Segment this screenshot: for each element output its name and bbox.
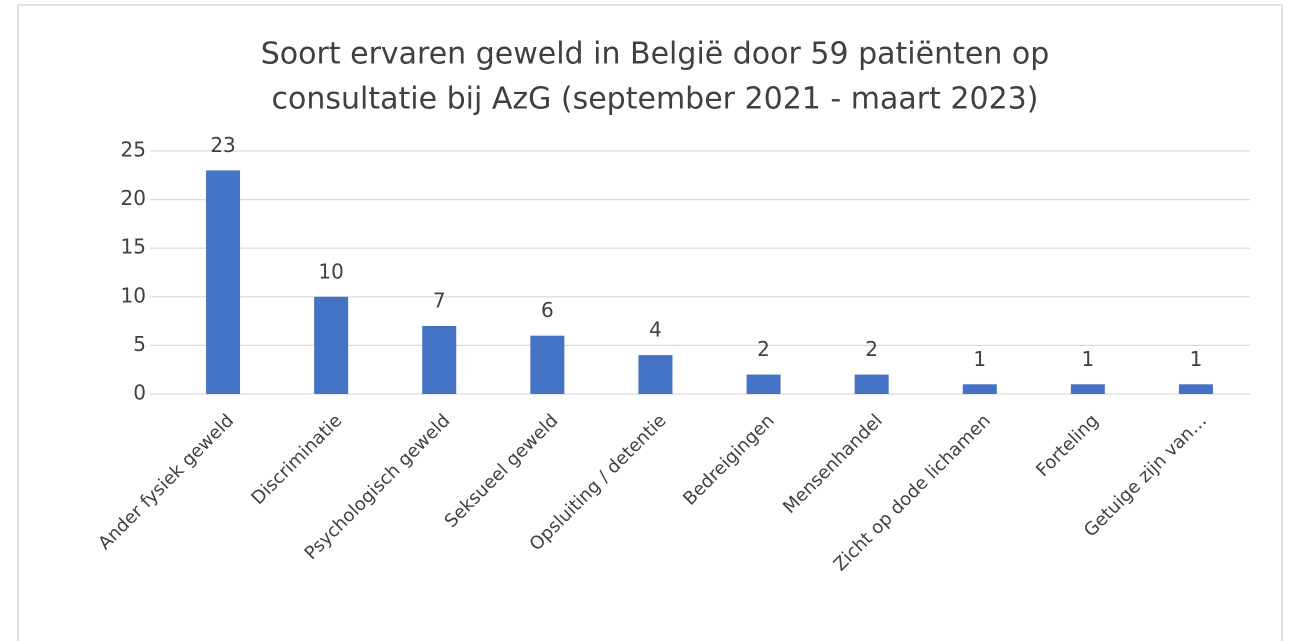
value-label: 23 [210, 133, 235, 157]
value-label: 1 [1190, 347, 1203, 371]
bar [530, 335, 565, 394]
bar [638, 355, 673, 394]
y-tick-label: 25 [121, 138, 146, 162]
value-label: 1 [1081, 347, 1094, 371]
y-tick-label: 15 [121, 235, 146, 259]
chart-title: consultatie bij AzG (september 2021 - ma… [272, 82, 1039, 117]
value-label: 6 [541, 298, 554, 322]
value-label: 2 [757, 337, 770, 361]
bar [746, 374, 781, 394]
y-tick-label: 10 [121, 283, 146, 307]
value-label: 2 [865, 337, 878, 361]
value-label: 7 [433, 288, 446, 312]
bar [1070, 384, 1105, 394]
bar [314, 296, 349, 394]
y-tick-label: 5 [133, 332, 146, 356]
y-tick-label: 20 [121, 186, 146, 210]
chart-title: Soort ervaren geweld in België door 59 p… [261, 37, 1050, 72]
value-label: 4 [649, 318, 662, 342]
bar [1178, 384, 1213, 394]
value-label: 1 [973, 347, 986, 371]
bar [962, 384, 997, 394]
bar [854, 374, 889, 394]
bar [206, 170, 241, 394]
y-tick-label: 0 [133, 381, 146, 405]
bar [422, 325, 457, 394]
value-label: 10 [318, 259, 343, 283]
